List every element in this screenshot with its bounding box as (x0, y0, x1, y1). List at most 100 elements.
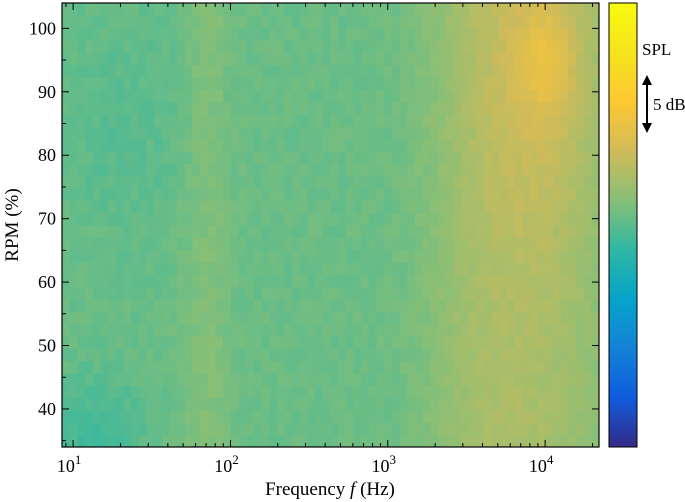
heatmap-cell (468, 286, 477, 300)
heatmap-cell (230, 151, 240, 164)
heatmap-cell (522, 249, 531, 263)
heatmap-cell (552, 249, 562, 263)
heatmap-cell (384, 237, 393, 251)
heatmap-cell (230, 385, 240, 399)
heatmap-cell (92, 175, 101, 189)
heatmap-cell (353, 348, 362, 362)
heatmap-cell (399, 385, 408, 399)
heatmap-cell (384, 126, 393, 140)
heatmap-cell (146, 385, 155, 399)
heatmap-cell (384, 373, 393, 386)
heatmap-cell (62, 274, 71, 288)
heatmap-cell (215, 348, 224, 362)
heatmap-cell (560, 114, 569, 127)
heatmap-cell (284, 323, 293, 337)
heatmap-cell (345, 15, 355, 29)
heatmap-cell (154, 225, 163, 238)
heatmap-cell (161, 212, 170, 226)
heatmap-cell (491, 373, 500, 386)
heatmap-cell (246, 138, 255, 152)
heatmap-cell (545, 274, 554, 288)
heatmap-cell (77, 77, 86, 90)
heatmap-cell (338, 311, 347, 325)
heatmap-cell (246, 126, 255, 140)
heatmap-cell (361, 249, 370, 263)
heatmap-cell (453, 385, 462, 399)
heatmap-cell (391, 311, 401, 325)
heatmap-cell (100, 237, 109, 251)
heatmap-cell (138, 323, 147, 337)
heatmap-cell (353, 262, 362, 275)
heatmap-cell (384, 422, 393, 436)
heatmap-cell (537, 188, 546, 201)
heatmap-cell (391, 3, 401, 16)
heatmap-cell (246, 397, 255, 411)
heatmap-cell (138, 175, 147, 189)
heatmap-cell (138, 126, 147, 140)
heatmap-cell (85, 360, 94, 374)
heatmap-cell (238, 27, 247, 41)
heatmap-cell (460, 434, 470, 447)
heatmap-cell (384, 15, 393, 29)
heatmap-cell (62, 40, 71, 53)
heatmap-cell (552, 126, 562, 140)
heatmap-cell (92, 422, 101, 436)
colorbar-scale-label: 5 dB (653, 95, 685, 114)
heatmap-cell (506, 27, 516, 41)
heatmap-cell (223, 3, 232, 16)
heatmap-cell (92, 286, 101, 300)
heatmap-cell (115, 101, 124, 115)
heatmap-cell (223, 397, 232, 411)
heatmap-cell (108, 40, 117, 53)
heatmap-cell (238, 138, 247, 152)
heatmap-cell (161, 163, 170, 177)
heatmap-cell (353, 385, 362, 399)
heatmap-cell (399, 323, 408, 337)
heatmap-cell (453, 64, 462, 78)
heatmap-cell (154, 138, 163, 152)
heatmap-cell (146, 89, 155, 103)
y-tick-label: 90 (38, 82, 56, 102)
heatmap-cell (161, 15, 170, 29)
heatmap-cell (69, 77, 78, 90)
heatmap-cell (77, 397, 86, 411)
heatmap-cell (261, 188, 270, 201)
heatmap-cell (108, 101, 117, 115)
heatmap-cell (491, 410, 500, 423)
heatmap-cell (499, 410, 508, 423)
heatmap-cell (345, 237, 355, 251)
heatmap-cell (200, 52, 209, 66)
heatmap-cell (338, 225, 347, 238)
heatmap-cell (315, 360, 324, 374)
heatmap-cell (468, 311, 477, 325)
heatmap-cell (230, 101, 240, 115)
heatmap-cell (368, 3, 378, 16)
heatmap-cell (345, 151, 355, 164)
heatmap-cell (414, 27, 424, 41)
heatmap-cell (422, 3, 431, 16)
heatmap-cell (575, 434, 585, 447)
heatmap-cell (85, 348, 94, 362)
heatmap-cell (483, 64, 493, 78)
heatmap-cell (177, 27, 186, 41)
heatmap-cell (491, 27, 500, 41)
heatmap-cell (491, 249, 500, 263)
heatmap-cell (138, 163, 147, 177)
heatmap-cell (483, 422, 493, 436)
heatmap-cell (491, 237, 500, 251)
heatmap-cell (322, 299, 332, 312)
heatmap-cell (430, 114, 439, 127)
heatmap-cell (276, 360, 286, 374)
heatmap-cell (384, 434, 393, 447)
heatmap-cell (591, 175, 599, 189)
heatmap-cell (468, 434, 477, 447)
heatmap-cell (92, 249, 101, 263)
heatmap-cell (184, 52, 194, 66)
heatmap-cell (353, 101, 362, 115)
heatmap-cell (353, 336, 362, 349)
heatmap-cell (414, 373, 424, 386)
heatmap-cell (100, 422, 109, 436)
heatmap-cell (131, 434, 140, 447)
heatmap-cell (115, 52, 124, 66)
heatmap-cell (100, 200, 109, 214)
